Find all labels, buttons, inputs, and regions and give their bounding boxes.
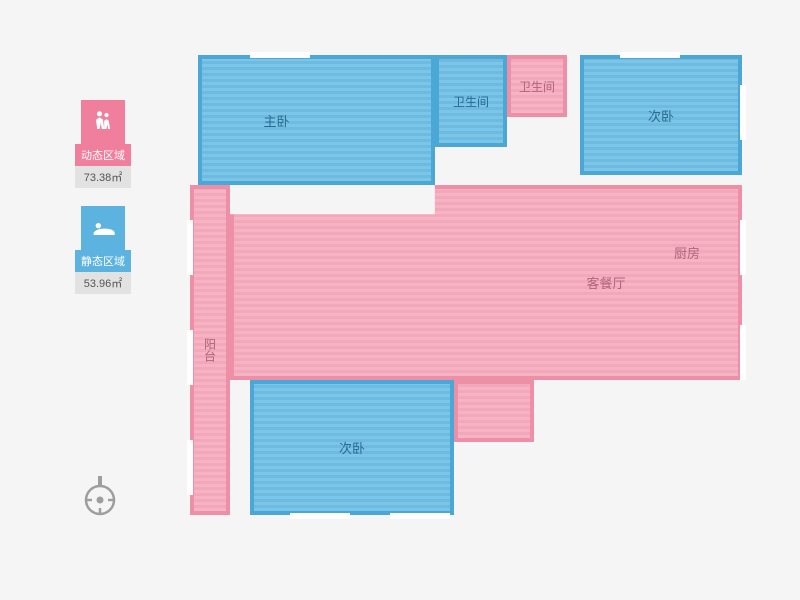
people-icon bbox=[81, 100, 125, 144]
legend-dynamic-value: 73.38㎡ bbox=[75, 166, 131, 188]
room-label: 卫生间 bbox=[519, 78, 555, 95]
window-marker bbox=[620, 52, 680, 58]
legend-static-label: 静态区域 bbox=[75, 250, 131, 272]
legend-static-value: 53.96㎡ bbox=[75, 272, 131, 294]
room-label: 厨房 bbox=[674, 243, 700, 262]
room-label: 卫生间 bbox=[453, 93, 489, 110]
window-marker bbox=[187, 220, 193, 275]
legend-dynamic: 动态区域 73.38㎡ bbox=[75, 100, 131, 188]
room-label: 客餐厅 bbox=[586, 273, 625, 292]
room-label: 主卧 bbox=[263, 111, 289, 130]
legend: 动态区域 73.38㎡ 静态区域 53.96㎡ bbox=[75, 100, 131, 312]
room-bedroom-s: 次卧 bbox=[250, 380, 454, 515]
room-label: 次卧 bbox=[339, 438, 365, 457]
room-label: 阳台 bbox=[202, 338, 219, 362]
room-bedroom-ne: 次卧 bbox=[580, 55, 742, 175]
window-marker bbox=[740, 85, 746, 140]
room-label: 次卧 bbox=[648, 106, 674, 125]
window-marker bbox=[250, 52, 310, 58]
room-master-bedroom: 主卧 bbox=[198, 55, 435, 185]
window-marker bbox=[187, 440, 193, 495]
window-marker bbox=[390, 513, 450, 519]
sleep-icon bbox=[81, 206, 125, 250]
window-marker bbox=[740, 325, 746, 380]
room-living-tail bbox=[454, 380, 534, 442]
room-living-dining: 客餐厅 bbox=[230, 185, 742, 380]
room-bathroom-static: 卫生间 bbox=[435, 55, 507, 147]
compass-icon bbox=[80, 470, 120, 520]
room-balcony: 阳台 bbox=[190, 185, 230, 515]
legend-static: 静态区域 53.96㎡ bbox=[75, 206, 131, 294]
window-marker bbox=[290, 513, 350, 519]
floor-plan: 主卧卫生间卫生间次卧厨房客餐厅阳台次卧 bbox=[190, 55, 750, 515]
legend-dynamic-label: 动态区域 bbox=[75, 144, 131, 166]
window-marker bbox=[740, 220, 746, 275]
window-marker bbox=[187, 330, 193, 385]
room-bathroom-dynamic: 卫生间 bbox=[507, 55, 567, 117]
